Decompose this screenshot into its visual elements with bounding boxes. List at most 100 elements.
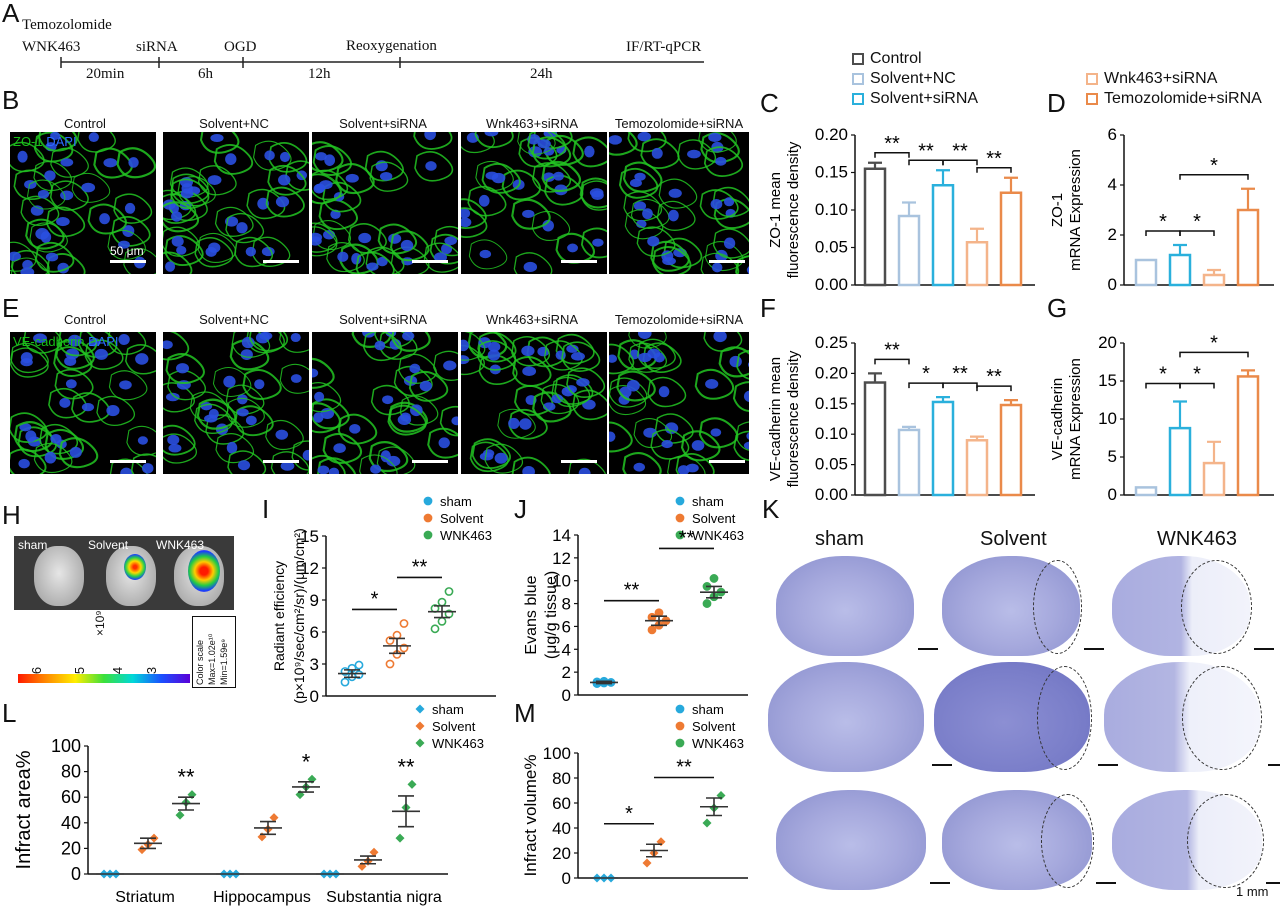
e-col-solvent-sirna: Solvent+siRNA: [339, 312, 427, 327]
F-bar-3: [965, 439, 989, 497]
L-point-0-2-0: [175, 810, 185, 820]
C-tick-1: 0.05: [815, 238, 848, 257]
F-errbar-1: [902, 425, 916, 430]
C-sig-bracket-0: [874, 152, 910, 158]
b-scalebar-1: [110, 260, 146, 263]
duration-20min: 20min: [86, 66, 125, 82]
G-ylabel-0: VE-cadherin: [1050, 378, 1066, 461]
D-bar-1: [1168, 253, 1192, 287]
k-scale-text: 1 mm: [1236, 884, 1269, 899]
L-category-2: Substantia nigra: [326, 889, 442, 906]
G-tick-3: 15: [1098, 371, 1117, 390]
J-point-2-0: [702, 599, 712, 608]
L-legend-2: WNK463: [432, 736, 484, 751]
J-tick-1: 2: [562, 663, 571, 682]
panel-label-i: I: [262, 494, 270, 524]
F-sig-3: **: [986, 366, 1002, 388]
L-ylabel-0: Infract area%: [13, 750, 35, 869]
D-sig-0: *: [1159, 211, 1167, 233]
J-legend-mark-2: [675, 530, 685, 540]
e-col-solvent-nc: Solvent+NC: [199, 312, 269, 327]
I-point-0-3: [340, 667, 350, 676]
e-stain-blue: DAPI: [88, 334, 119, 349]
I-mean-0: [338, 669, 366, 679]
legend-solvent-sirna: Solvent+siRNA: [852, 90, 978, 108]
I-legend-mark-0: [423, 496, 433, 506]
J-legend-mark-0: [675, 496, 685, 506]
timeline-ifrtqpcr: IF/RT-qPCR: [626, 39, 702, 55]
C-ylabel-0: ZO-1 mean: [767, 172, 784, 248]
L-point-1-2-2: [307, 774, 317, 784]
I-point-1-0: [385, 659, 395, 669]
L-sig-0: **: [177, 765, 195, 790]
D-sig-bracket-1: [1179, 230, 1215, 236]
b-scalebar-3: [412, 260, 448, 263]
G-tick-0: 0: [1108, 485, 1117, 504]
M-tick-2: 40: [552, 819, 571, 838]
e-scalebar-5: [709, 460, 745, 463]
C-errbar-0: [868, 161, 882, 169]
e-col-temo-sirna: Temozolomide+siRNA: [614, 312, 744, 327]
L-point-0-1-0: [137, 845, 147, 855]
F-sig-bracket-3: [976, 385, 1012, 392]
b-scalebar-label: 50 μm: [110, 244, 144, 258]
J-mean-1: [645, 615, 673, 627]
colorscale-bar: [18, 674, 190, 683]
L-tick-0: 0: [71, 864, 81, 884]
e-scalebar-1: [110, 460, 146, 463]
G-errbar-1: [1173, 400, 1187, 429]
b-col-solvent-sirna: Solvent+siRNA: [339, 116, 427, 131]
I-ylabel-0: Radiant efficiency: [271, 561, 287, 671]
G-bar-0: [1134, 486, 1158, 497]
k-scalebar-r1-c1: [918, 648, 938, 650]
chart-g-vecadherin-mrna: 0 5 10 15 20 VE-cadherin mRNA Expression * * *: [1050, 332, 1274, 504]
colorscale-exp: ×10⁹: [93, 610, 107, 637]
I-sig-1: **: [412, 556, 428, 578]
G-sig-bracket-2: [1179, 351, 1249, 358]
G-sig-0: *: [1159, 364, 1167, 386]
L-category-0: Striatum: [115, 889, 175, 906]
M-legend-1: Solvent: [692, 719, 736, 734]
F-ylabel-0: VE-cadherin mean: [767, 357, 784, 481]
M-legend-2: WNK463: [692, 736, 744, 751]
panel-label-e: E: [2, 293, 20, 323]
J-ylabel-1: (μg/g tissue): [543, 571, 560, 659]
b-col-control: Control: [64, 116, 106, 131]
D-tick-1: 2: [1108, 225, 1117, 244]
J-legend-mark-1: [675, 513, 685, 523]
C-tick-0: 0.00: [815, 275, 848, 294]
duration-24h: 24h: [530, 66, 553, 82]
L-mean-1-2: [292, 781, 320, 793]
k-scalebar-r2-c2: [1098, 764, 1118, 766]
M-legend-mark-0: [675, 704, 685, 714]
M-tick-4: 80: [552, 769, 571, 788]
I-ylabel-1: (p×10⁹/sec/cm²/sr)/(μm/cm²): [291, 528, 307, 703]
D-sig-bracket-2: [1179, 174, 1249, 180]
D-bar-3: [1236, 208, 1260, 287]
J-legend-1: Solvent: [692, 511, 736, 526]
ivis-brain-sham: [34, 546, 84, 606]
colorscale-box: Color scale Max=1.02e¹⁰ Min=1.59e⁹: [192, 616, 236, 688]
C-sig-2: **: [952, 140, 968, 162]
G-bar-2: [1202, 461, 1226, 497]
L-point-2-2-2: [407, 779, 417, 789]
J-point-2-4: [709, 574, 719, 583]
F-tick-5: 0.25: [815, 333, 848, 352]
J-tick-6: 12: [552, 549, 571, 568]
C-ylabel-1: fluorescence density: [785, 141, 802, 278]
J-legend-0: sham: [692, 496, 724, 509]
panel-label-a: A: [2, 0, 20, 28]
panel-label-m: M: [514, 698, 536, 728]
b-micrograph-4: [461, 132, 607, 274]
L-tick-3: 60: [61, 787, 81, 807]
M-point-2-0: [702, 818, 712, 828]
F-sig-bracket-0: [874, 358, 910, 365]
D-tick-3: 6: [1108, 125, 1117, 144]
F-errbar-3: [970, 435, 984, 441]
k-scalebar-r3-c1: [930, 882, 950, 884]
G-sig-bracket-1: [1179, 382, 1215, 389]
G-errbar-3: [1241, 369, 1255, 377]
M-point-1-0: [642, 858, 652, 868]
G-sig-1: *: [1193, 364, 1201, 386]
e-scalebar-2: [263, 460, 299, 463]
